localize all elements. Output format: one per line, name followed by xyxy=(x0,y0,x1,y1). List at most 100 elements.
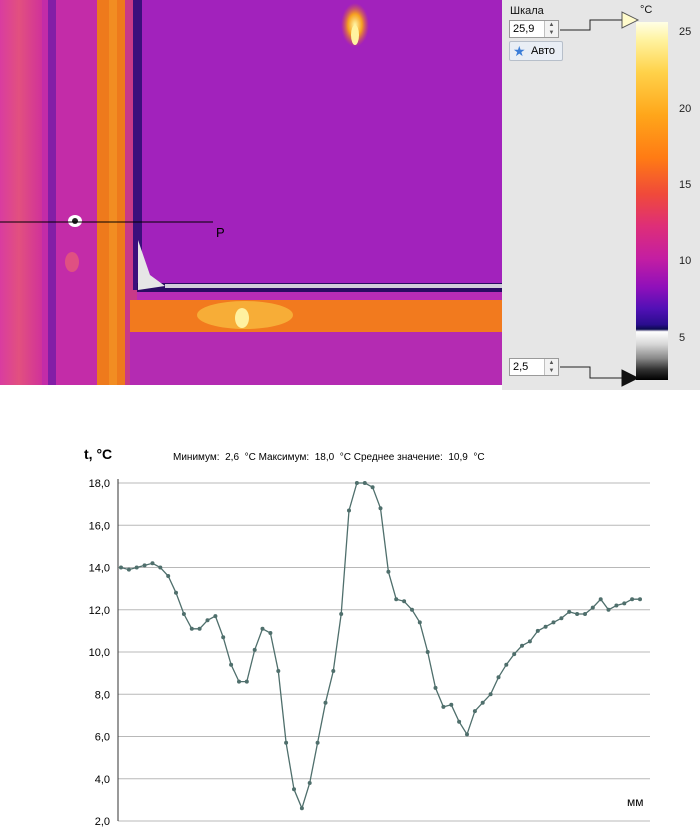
data-point xyxy=(189,626,194,631)
series-line xyxy=(120,482,640,811)
data-point xyxy=(307,781,312,785)
max-slider-handle-icon[interactable] xyxy=(621,11,640,29)
scale-tick: 5 xyxy=(679,332,686,344)
auto-scale-button[interactable]: ★ Авто xyxy=(509,41,563,61)
scale-label: Шкала xyxy=(510,5,544,17)
data-point xyxy=(158,565,163,570)
y-tick-label: 10,0 xyxy=(89,647,110,659)
data-point xyxy=(347,508,351,513)
stepper-arrows-icon[interactable]: ▲ ▼ xyxy=(544,21,558,37)
data-point xyxy=(394,597,399,602)
scale-unit: °C xyxy=(640,4,653,16)
data-point xyxy=(402,599,407,604)
data-point xyxy=(252,647,257,652)
data-point xyxy=(386,569,391,574)
data-point xyxy=(630,597,635,602)
data-point xyxy=(457,719,462,724)
data-point xyxy=(174,590,178,595)
data-point xyxy=(221,635,226,640)
temperature-profile-chart: 2,0 4,0 6,0 8,0 10,0 12,0 14,0 16,0 18,0 t, °C М… xyxy=(0,430,700,829)
data-point xyxy=(567,609,572,614)
data-point xyxy=(622,601,627,606)
data-point xyxy=(472,709,477,714)
scale-connectors xyxy=(560,11,640,387)
y-tick-label: 14,0 xyxy=(89,563,110,575)
data-point xyxy=(488,692,493,697)
data-point xyxy=(299,806,304,811)
data-point xyxy=(433,685,438,690)
data-point xyxy=(213,614,218,619)
stepper-arrows-icon[interactable]: ▲ ▼ xyxy=(544,359,558,375)
data-point xyxy=(229,662,234,667)
y-axis-label: t, °C xyxy=(84,446,113,462)
data-point xyxy=(276,669,281,673)
color-scale-bar xyxy=(636,22,668,380)
data-point xyxy=(417,620,422,625)
thermal-image: P xyxy=(0,0,502,385)
chart-stats: Минимум: 2,6 °C Максимум: 18,0 °C Средне… xyxy=(173,452,485,463)
data-point xyxy=(323,700,328,705)
data-point xyxy=(465,732,469,737)
data-point xyxy=(480,700,485,705)
scale-tick: 15 xyxy=(679,179,692,191)
data-point xyxy=(134,565,139,570)
data-point xyxy=(205,618,210,623)
data-point xyxy=(260,626,265,631)
data-point xyxy=(244,679,249,684)
scale-tick: 20 xyxy=(679,103,692,115)
data-point xyxy=(583,612,587,616)
data-point xyxy=(449,702,454,707)
data-point xyxy=(504,662,509,667)
data-point xyxy=(237,679,241,684)
data-point xyxy=(614,603,619,608)
scale-tick: 10 xyxy=(679,255,692,267)
y-tick-label: 8,0 xyxy=(95,689,110,701)
scale-max-stepper[interactable]: 25,9 ▲ ▼ xyxy=(509,20,559,38)
data-point xyxy=(119,565,123,570)
data-point xyxy=(197,626,202,631)
y-tick-label: 18,0 xyxy=(89,478,110,490)
data-point xyxy=(370,485,375,490)
data-point xyxy=(362,481,367,485)
data-point xyxy=(166,574,171,578)
data-point xyxy=(126,567,131,572)
data-point xyxy=(535,628,540,633)
data-point xyxy=(268,631,273,635)
data-point xyxy=(527,639,532,644)
x-axis-label: мм xyxy=(627,795,644,809)
data-point xyxy=(284,740,289,745)
star-icon: ★ xyxy=(513,43,526,59)
scale-max-value: 25,9 xyxy=(513,23,535,35)
data-point xyxy=(181,612,186,616)
data-point xyxy=(559,616,564,621)
data-point xyxy=(339,612,344,616)
data-point xyxy=(425,650,430,654)
scale-min-value: 2,5 xyxy=(513,361,529,373)
data-point xyxy=(331,669,336,673)
data-point xyxy=(543,624,548,629)
scale-tick: 25 xyxy=(679,26,692,38)
data-point xyxy=(575,612,580,616)
data-point xyxy=(142,563,147,568)
data-point xyxy=(315,740,320,745)
y-tick-label: 2,0 xyxy=(95,816,110,828)
data-point xyxy=(150,561,155,566)
data-point xyxy=(378,506,383,511)
data-point xyxy=(606,607,611,612)
data-point xyxy=(638,597,642,602)
data-point xyxy=(590,605,595,610)
profile-marker-label: P xyxy=(216,225,225,240)
data-point xyxy=(520,643,524,648)
data-point xyxy=(551,620,556,625)
min-slider-handle-icon[interactable] xyxy=(621,369,640,387)
auto-button-label: Авто xyxy=(531,45,555,57)
data-point xyxy=(354,481,359,485)
data-point xyxy=(410,607,414,612)
data-point xyxy=(598,597,603,602)
scale-min-stepper[interactable]: 2,5 ▲ ▼ xyxy=(509,358,559,376)
data-point xyxy=(496,675,501,680)
y-tick-label: 6,0 xyxy=(95,732,110,744)
data-point xyxy=(292,787,296,792)
y-tick-label: 12,0 xyxy=(89,605,110,617)
data-point xyxy=(512,652,517,657)
